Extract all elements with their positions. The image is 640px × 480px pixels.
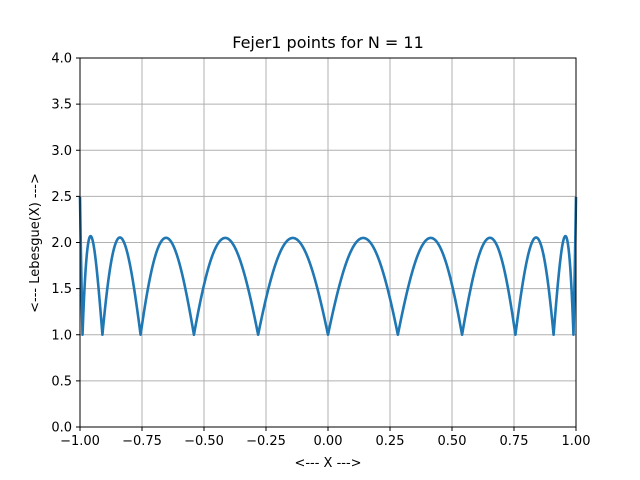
x-tick-label: 0.00: [314, 434, 343, 449]
y-axis-ticks: 0.0 0.5 1.0 1.5 2.0 2.5 3.0 3.5 4.0: [51, 52, 80, 436]
y-tick-label: 3.0: [51, 144, 72, 159]
x-axis-ticks: −1.00 −0.75 −0.50 −0.25 0.00 0.25 0.50 0.75 1.00: [60, 427, 590, 449]
y-tick-label: 3.5: [51, 98, 72, 113]
x-tick-label: −0.75: [122, 434, 162, 449]
x-tick-label: −0.25: [246, 434, 286, 449]
lebesgue-line: [78, 196, 578, 337]
y-tick-label: 4.0: [51, 52, 72, 67]
x-tick-label: 0.50: [438, 434, 467, 449]
y-axis-title: <--- Lebesgue(X) --->: [28, 173, 43, 313]
chart-title: Fejer1 points for N = 11: [232, 33, 424, 52]
x-tick-label: −0.50: [184, 434, 224, 449]
y-tick-label: 1.5: [51, 282, 72, 297]
y-tick-label: 1.0: [51, 328, 72, 343]
y-tick-label: 0.0: [51, 421, 72, 436]
x-tick-label: 0.75: [500, 434, 529, 449]
x-tick-label: −1.00: [60, 434, 100, 449]
y-tick-label: 2.5: [51, 190, 72, 205]
x-tick-label: 1.00: [562, 434, 591, 449]
x-tick-label: 0.25: [376, 434, 405, 449]
y-tick-label: 2.0: [51, 236, 72, 251]
x-axis-title: <--- X --->: [294, 456, 361, 471]
grid-lines: [79, 57, 577, 428]
data-series: [78, 196, 578, 337]
y-tick-label: 0.5: [51, 374, 72, 389]
